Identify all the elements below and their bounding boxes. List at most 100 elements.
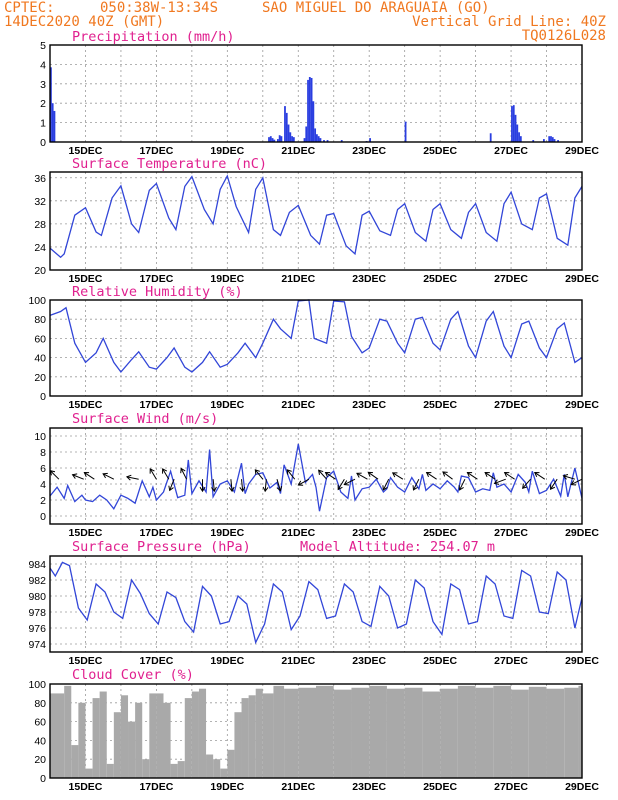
cloud-cover-bar <box>184 698 192 778</box>
cloud-cover-bar <box>135 702 143 778</box>
y-tick-label: 6 <box>40 463 46 475</box>
x-tick-label: 19DEC <box>210 527 244 539</box>
wind-arrow <box>549 478 558 490</box>
precipitation-bar <box>51 103 54 142</box>
panel-humidity: 0 20 40 60 80 100 15DEC 17DEC 19DEC 21DEC 23DEC 25D… <box>28 295 599 411</box>
y-tick-label: 4 <box>40 59 46 71</box>
x-tick-label: 27DEC <box>494 145 528 157</box>
wind-arrow <box>318 469 328 480</box>
cloud-cover-bar <box>120 695 129 778</box>
precipitation-bar <box>273 139 276 142</box>
cloud-cover-bar <box>241 698 249 778</box>
x-tick-label: 17DEC <box>139 399 173 411</box>
panel-temperature: 20 24 28 32 36 15DEC 17DEC 19DEC 21DEC 23DEC 25DEC… <box>34 171 599 285</box>
temperature-series-line <box>49 174 583 259</box>
cloud-cover-bar <box>404 687 423 778</box>
wind-arrow <box>522 478 531 489</box>
wind-arrow <box>367 471 379 480</box>
y-tick-label: 10 <box>34 431 46 443</box>
x-tick-label: 15DEC <box>69 781 103 793</box>
precipitation-bar <box>516 124 519 142</box>
cloud-cover-bar <box>457 685 476 778</box>
precipitation-bar <box>305 126 308 142</box>
cloud-cover-bar <box>255 688 263 778</box>
cloud-cover-bar <box>578 685 582 778</box>
y-tick-label: 36 <box>34 173 46 185</box>
panel-precipitation: 0 1 2 3 4 5 15DEC 17DEC 19DEC 21DEC 23DEC 25DEC 27DE… <box>40 40 599 157</box>
cloud-cover-bar <box>71 745 79 778</box>
wind-arrow <box>211 479 217 493</box>
wind-arrow <box>356 472 368 480</box>
x-tick-label: 19DEC <box>210 781 244 793</box>
y-tick-label: 8 <box>40 447 46 459</box>
precipitation-bar <box>340 140 343 142</box>
wind-arrow <box>562 474 576 480</box>
wind-arrow <box>503 472 515 480</box>
x-tick-label: 29DEC <box>565 655 599 667</box>
x-tick-label: 15DEC <box>69 399 103 411</box>
x-tick-label: 25DEC <box>423 527 457 539</box>
pressure-frame <box>49 555 583 653</box>
x-tick-label: 27DEC <box>494 655 528 667</box>
x-tick-label: 23DEC <box>352 399 386 411</box>
x-tick-label: 29DEC <box>565 145 599 157</box>
cloud-cover-bar <box>213 759 221 778</box>
header-run: 14DEC2020 40Z (GMT) <box>4 14 164 30</box>
y-tick-label: 60 <box>34 333 46 345</box>
precipitation-bar <box>514 114 517 142</box>
precipitation-bar <box>268 137 270 142</box>
cloud-cover-bar <box>156 693 164 778</box>
precipitation-bar <box>317 136 320 142</box>
precipitation-bar <box>542 139 545 142</box>
wind-arrow <box>382 478 390 491</box>
x-tick-label: 27DEC <box>494 527 528 539</box>
x-tick-label: 21DEC <box>281 145 315 157</box>
wind-arrow <box>343 478 356 486</box>
precipitation-bar <box>550 136 552 142</box>
cloud-cover-bar <box>78 702 86 778</box>
precipitation-bar <box>312 101 315 142</box>
wind-arrow <box>297 478 310 486</box>
x-tick-label: 25DEC <box>423 399 457 411</box>
wind-arrow <box>337 478 345 491</box>
cloud-cover-bar <box>50 693 65 778</box>
cloud-cover-bar <box>511 689 529 778</box>
y-tick-label: 4 <box>40 479 46 491</box>
precipitation-bar <box>512 105 515 142</box>
wind-arrow <box>149 468 157 480</box>
wind-arrow <box>484 472 496 480</box>
y-tick-label: 28 <box>34 219 46 231</box>
cloud-cover-bar <box>422 691 441 778</box>
cloud-cover-bar <box>528 686 547 778</box>
cloud-cover-bar <box>351 687 370 778</box>
y-tick-label: 20 <box>34 754 46 766</box>
x-tick-label: 17DEC <box>139 655 173 667</box>
wind-arrow <box>199 479 206 493</box>
wind-arrow <box>425 472 437 480</box>
x-tick-label: 15DEC <box>69 273 103 285</box>
y-tick-label: 976 <box>28 623 46 635</box>
cloud-cover-bar <box>106 763 114 778</box>
precipitation-bar <box>316 134 318 142</box>
precipitation-bar <box>553 139 556 142</box>
precipitation-bar <box>287 124 290 142</box>
cloud-cover-bar <box>113 712 121 778</box>
y-tick-label: 20 <box>34 372 46 384</box>
panel-title-temperature: Surface Temperature (nC) <box>72 156 267 172</box>
x-tick-label: 21DEC <box>281 655 315 667</box>
precipitation-bar <box>269 136 272 142</box>
x-tick-label: 17DEC <box>139 781 173 793</box>
precipitation-bar <box>532 140 535 142</box>
precipitation-bar <box>285 112 288 142</box>
x-tick-label: 29DEC <box>565 399 599 411</box>
wind-arrow <box>570 478 583 486</box>
wind-arrow <box>262 479 269 493</box>
x-tick-label: 25DEC <box>423 273 457 285</box>
precipitation-bar <box>314 128 317 142</box>
wind-arrow <box>286 469 296 480</box>
precipitation-bar <box>271 138 274 142</box>
cloud-cover-bar <box>99 691 107 778</box>
cloud-cover-bar <box>284 688 299 778</box>
x-tick-label: 17DEC <box>139 527 173 539</box>
cloud-cover-bar <box>333 689 352 778</box>
